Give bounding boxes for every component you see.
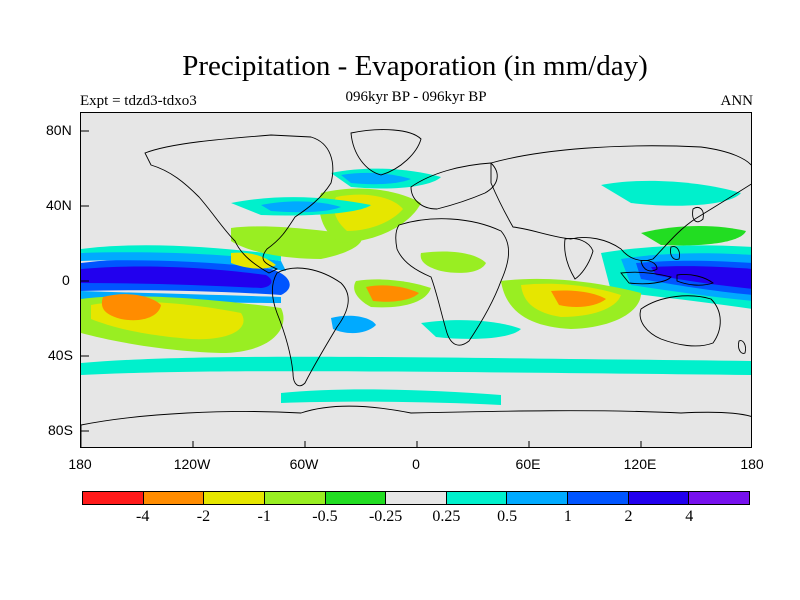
- contour-dry-zone: [641, 226, 746, 246]
- coastlines: [81, 129, 751, 447]
- colorbar-label: 1: [563, 508, 572, 525]
- coastline-north-america: [144, 134, 334, 274]
- coastline-africa: [395, 218, 509, 346]
- lon-label-120e: 120E: [623, 456, 657, 472]
- coastline-indonesia: [620, 271, 672, 285]
- colorbar-label: 0.25: [432, 508, 461, 525]
- contour-storm-track: [81, 356, 751, 375]
- contour-storm-track: [261, 201, 341, 213]
- coastline-south-america: [272, 267, 349, 387]
- coastline-japan: [692, 207, 704, 223]
- contour-storm-track: [421, 320, 521, 339]
- colorbar-label: -0.25: [368, 508, 403, 525]
- colorbar-label: 2: [624, 508, 633, 525]
- coastline-new-zealand: [738, 340, 746, 354]
- lon-label-60w: 60W: [289, 456, 319, 472]
- contour-dry-zone: [366, 285, 419, 302]
- contour-wet-band: [81, 245, 281, 261]
- colorbar-label: -1: [257, 508, 271, 525]
- contour-storm-track: [341, 172, 411, 185]
- map-ticks: [81, 130, 642, 447]
- colorbar-swatch: [325, 492, 387, 504]
- coastline-asia: [490, 145, 751, 261]
- contour-dry-zone: [101, 294, 161, 321]
- colorbar-label: 4: [685, 508, 694, 525]
- coastline-india: [564, 238, 594, 280]
- contour-storm-track: [331, 315, 376, 334]
- contour-dry-zone: [231, 252, 276, 269]
- colorbar-label: -4: [136, 508, 150, 525]
- lon-label-60e: 60E: [515, 456, 541, 472]
- contour-storm-track: [601, 180, 741, 206]
- colorbar-swatch: [204, 492, 265, 504]
- coastline-australia: [639, 295, 721, 347]
- colorbar-swatch: [386, 492, 447, 504]
- contour-wet-band: [81, 266, 272, 288]
- colorbar-label: 0.5: [497, 508, 518, 525]
- colorbar-swatch: [446, 492, 508, 504]
- contour-dry-zone: [551, 290, 606, 307]
- lat-label-40s: 40S: [48, 347, 73, 363]
- colorbar-swatch: [689, 492, 750, 504]
- period-label: 096kyr BP - 096kyr BP: [345, 89, 487, 105]
- field-contours: [81, 168, 751, 405]
- contour-dry-zone: [420, 251, 486, 273]
- coastline-greenland: [350, 129, 422, 176]
- colorbar-swatch: [568, 492, 629, 504]
- coastline-philippines: [670, 246, 680, 260]
- contour-storm-track: [281, 389, 501, 405]
- colorbar-swatch: [143, 492, 205, 504]
- coastline-new-guinea: [676, 274, 714, 286]
- contour-dry-zone: [231, 226, 362, 259]
- colorbar-swatch: [628, 492, 690, 504]
- season-label: ANN: [720, 93, 754, 109]
- lat-label-80s: 80S: [48, 422, 73, 438]
- lon-label-180e: 180: [740, 456, 764, 472]
- colorbar-label: -2: [196, 508, 211, 525]
- precip-evap-map: [81, 113, 751, 447]
- colorbar-swatch: [83, 492, 144, 504]
- lon-label-120w: 120W: [173, 456, 211, 472]
- colorbar-swatch: [264, 492, 326, 504]
- coastline-europe: [410, 162, 498, 210]
- coastline-antarctica: [81, 405, 751, 447]
- colorbar-label: -0.5: [312, 508, 338, 525]
- chart-title: Precipitation - Evaporation (in mm/day): [182, 50, 648, 82]
- lat-label-0: 0: [62, 272, 70, 288]
- lat-label-80n: 80N: [46, 122, 72, 138]
- experiment-label: Expt = tdzd3-tdxo3: [80, 93, 197, 109]
- lat-label-40n: 40N: [46, 197, 72, 213]
- map-panel: [80, 112, 752, 448]
- colorbar-swatch: [507, 492, 569, 504]
- lon-label-0: 0: [412, 456, 420, 472]
- lon-label-180w: 180: [68, 456, 92, 472]
- coastline-borneo: [640, 260, 658, 272]
- colorbar: [82, 491, 750, 505]
